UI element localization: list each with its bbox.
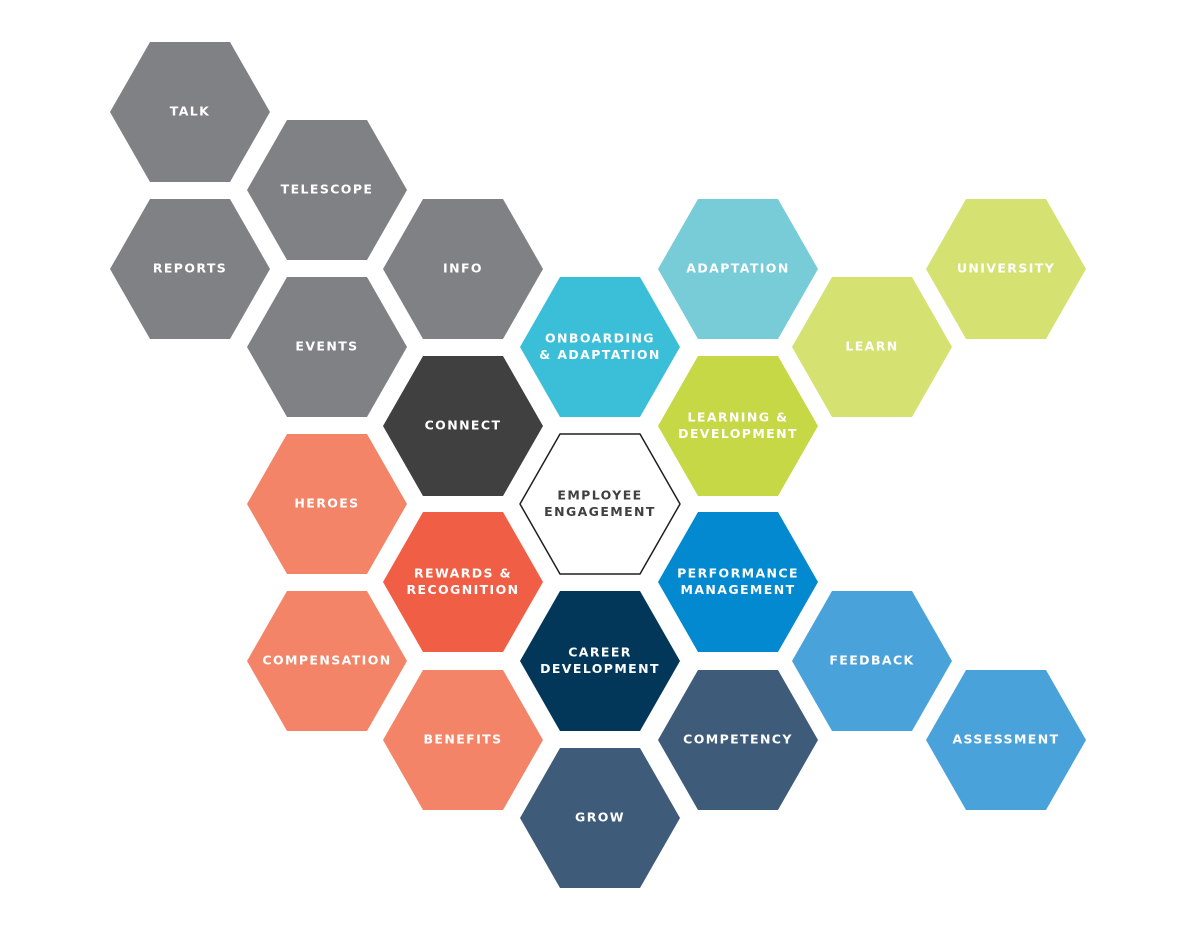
hexagon: [926, 199, 1086, 339]
hexagon-node: PERFORMANCE MANAGEMENT: [658, 512, 818, 652]
hexagon: [247, 591, 407, 731]
hexagon-label: MANAGEMENT: [680, 582, 795, 597]
hexagon-node: HEROES: [247, 434, 407, 574]
hexagon-label: ENGAGEMENT: [544, 504, 656, 519]
hexagon: [383, 356, 543, 496]
hexagon-label: RECOGNITION: [406, 582, 519, 597]
hexagon-node: REPORTS: [110, 199, 270, 339]
hexagon-node: FEEDBACK: [792, 591, 952, 731]
hexagon-node: COMPETENCY: [658, 670, 818, 810]
hexagon-node: LEARN: [792, 277, 952, 417]
hexagon: [383, 512, 543, 652]
hexagon: [110, 199, 270, 339]
hexagon-node: COMPENSATION: [247, 591, 407, 731]
hexagon-label: REPORTS: [153, 261, 227, 276]
hexagon: [926, 670, 1086, 810]
hexagon-label: DEVELOPMENT: [540, 661, 660, 676]
hexagon-label: COMPETENCY: [683, 732, 793, 747]
hexagon-label: COMPENSATION: [262, 653, 391, 668]
hexagon: [520, 748, 680, 888]
hexagon-node: REWARDS & RECOGNITION: [383, 512, 543, 652]
hexagon-node: UNIVERSITY: [926, 199, 1086, 339]
hexagon-label: UNIVERSITY: [957, 261, 1055, 276]
hexagon: [247, 434, 407, 574]
hexagon-label: EMPLOYEE: [557, 487, 642, 502]
hexagon-node: CAREER DEVELOPMENT: [520, 591, 680, 731]
hexagon-node: ONBOARDING & ADAPTATION: [520, 277, 680, 417]
hexagon: [520, 277, 680, 417]
hexagon-label: FEEDBACK: [829, 653, 914, 668]
hexagon-label: BENEFITS: [424, 732, 503, 747]
hexagon-label: PERFORMANCE: [677, 565, 799, 580]
hexagon-label: INFO: [443, 261, 483, 276]
hexagon-node: CONNECT: [383, 356, 543, 496]
hexagon-label: GROW: [575, 810, 625, 825]
hexagon-label: & ADAPTATION: [539, 347, 660, 362]
hexagon: [658, 670, 818, 810]
hexagon: [520, 591, 680, 731]
hexagon-node: ASSESSMENT: [926, 670, 1086, 810]
hexagon: [658, 512, 818, 652]
hexagon-node: EMPLOYEE ENGAGEMENT: [519, 433, 681, 575]
hexagon-label: HEROES: [294, 496, 359, 511]
hexagon: [383, 199, 543, 339]
hexagon-label: ONBOARDING: [545, 330, 655, 345]
hexagon-node: BENEFITS: [383, 670, 543, 810]
hexagon-node: GROW: [520, 748, 680, 888]
hexagon-node: EVENTS: [247, 277, 407, 417]
hexagon: [792, 277, 952, 417]
hexagon-label: LEARNING &: [688, 409, 789, 424]
hexagon: [519, 433, 681, 575]
hexagon-label: LEARN: [845, 339, 898, 354]
hexagon-node: ADAPTATION: [658, 199, 818, 339]
hexagon-node: TALK: [110, 42, 270, 182]
hexagon-label: EVENTS: [295, 339, 358, 354]
hexagon: [247, 120, 407, 260]
hexagon-label: TELESCOPE: [281, 182, 374, 197]
hexagon-label: ASSESSMENT: [952, 732, 1059, 747]
hexagon-node: LEARNING & DEVELOPMENT: [658, 356, 818, 496]
hexagon: [658, 199, 818, 339]
hexagon: [247, 277, 407, 417]
hexagon-node: INFO: [383, 199, 543, 339]
hexagon-label: ADAPTATION: [686, 261, 789, 276]
hexagon-node: TELESCOPE: [247, 120, 407, 260]
hexagon-label: CONNECT: [425, 418, 502, 433]
hexagon: [383, 670, 543, 810]
hexagon-label: DEVELOPMENT: [678, 426, 798, 441]
hexagon-label: TALK: [170, 104, 210, 119]
hexagon: [658, 356, 818, 496]
hexagon-label: REWARDS &: [414, 565, 512, 580]
hexagon-label: CAREER: [568, 644, 632, 659]
hexagon: [110, 42, 270, 182]
hexagon: [792, 591, 952, 731]
